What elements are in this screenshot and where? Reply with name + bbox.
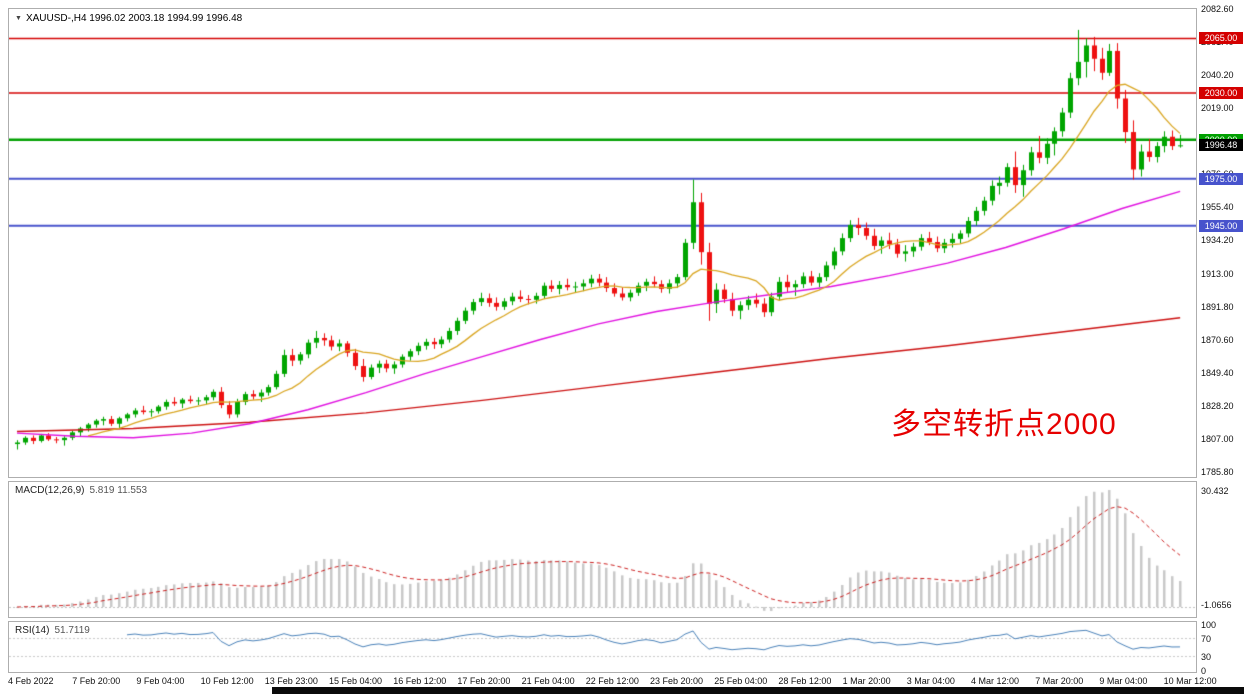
- macd-indicator-name: MACD(12,26,9): [15, 485, 85, 496]
- time-axis-label: 9 Feb 04:00: [136, 676, 185, 686]
- time-axis-label: 17 Feb 20:00: [457, 676, 511, 686]
- macd-values: 5.819 11.553: [89, 485, 148, 496]
- price-chart-canvas[interactable]: [9, 9, 1196, 477]
- time-axis-label: 10 Feb 12:00: [200, 676, 254, 686]
- price-axis-label: 2040.20: [1201, 70, 1234, 81]
- price-axis-label: 1828.20: [1201, 400, 1234, 411]
- price-axis-label: 2019.00: [1201, 103, 1234, 114]
- macd-panel: MACD(12,26,9) 5.819 11.553: [8, 481, 1197, 618]
- time-axis-label: 28 Feb 12:00: [778, 676, 832, 686]
- rsi-canvas[interactable]: [9, 622, 1196, 672]
- price-axis-label: 1785.80: [1201, 466, 1234, 477]
- macd-axis[interactable]: 30.432 -1.0656: [1199, 0, 1244, 694]
- macd-canvas[interactable]: [9, 482, 1196, 617]
- time-axis[interactable]: 4 Feb 2022 7 Feb 20:00 9 Feb 04:00 10 Feb 1…: [8, 676, 1218, 690]
- time-axis-label: 4 Feb 2022: [8, 676, 54, 686]
- price-axis-label: 1849.40: [1201, 367, 1234, 378]
- price-chart-panel: ▼ XAUUSD-,H4 1996.02 2003.18 1994.99 199…: [8, 8, 1197, 478]
- price-line-badge[interactable]: 2065.00: [1199, 32, 1243, 45]
- rsi-axis-label: 30: [1201, 652, 1212, 663]
- time-axis-label: 4 Mar 12:00: [971, 676, 1020, 686]
- price-axis-label: 1891.80: [1201, 301, 1234, 312]
- time-axis-label: 15 Feb 04:00: [329, 676, 383, 686]
- price-axis-label: 1955.40: [1201, 202, 1234, 213]
- time-axis-label: 3 Mar 04:00: [906, 676, 955, 686]
- time-axis-label: 25 Feb 04:00: [714, 676, 768, 686]
- macd-axis-label: -1.0656: [1201, 600, 1232, 610]
- rsi-axis-label: 70: [1201, 633, 1212, 644]
- time-axis-label: 16 Feb 12:00: [393, 676, 447, 686]
- time-axis-label: 13 Feb 23:00: [264, 676, 318, 686]
- price-axis-label: 1934.20: [1201, 235, 1234, 246]
- time-axis-label: 7 Feb 20:00: [72, 676, 121, 686]
- rsi-label: RSI(14) 51.7119: [15, 625, 90, 636]
- price-axis-label: 1913.00: [1201, 268, 1234, 279]
- chart-title-text: XAUUSD-,H4 1996.02 2003.18 1994.99 1996.…: [25, 13, 243, 24]
- price-axis-label: 2082.60: [1201, 4, 1234, 14]
- bottom-black-bar: [272, 687, 1244, 694]
- time-axis-label: 23 Feb 20:00: [650, 676, 704, 686]
- price-line-badge[interactable]: 1975.00: [1199, 172, 1243, 185]
- chart-title: ▼ XAUUSD-,H4 1996.02 2003.18 1994.99 199…: [15, 13, 242, 24]
- price-line-badge[interactable]: 2030.00: [1199, 87, 1243, 100]
- rsi-axis[interactable]: 100 70 30 0: [1199, 0, 1244, 694]
- price-axis-label: 1807.00: [1201, 433, 1234, 444]
- time-axis-label: 1 Mar 20:00: [842, 676, 891, 686]
- rsi-value: 51.7119: [54, 625, 90, 636]
- rsi-axis-label: 100: [1201, 620, 1217, 630]
- rsi-panel: RSI(14) 51.7119: [8, 621, 1197, 673]
- rsi-axis-label: 0: [1201, 666, 1207, 676]
- current-price-badge: 1996.48: [1199, 139, 1243, 152]
- annotation-text: 多空转折点2000: [891, 408, 1117, 441]
- chevron-down-icon[interactable]: ▼: [15, 14, 22, 22]
- time-axis-label: 21 Feb 04:00: [521, 676, 575, 686]
- time-axis-label: 9 Mar 04:00: [1099, 676, 1148, 686]
- macd-label: MACD(12,26,9) 5.819 11.553: [15, 485, 147, 496]
- time-axis-label: 22 Feb 12:00: [585, 676, 639, 686]
- time-axis-label: 10 Mar 12:00: [1163, 676, 1217, 686]
- time-axis-label: 7 Mar 20:00: [1035, 676, 1084, 686]
- price-axis-label: 1870.60: [1201, 334, 1234, 345]
- price-axis[interactable]: 2082.602061.402040.202019.001997.801976.…: [1199, 0, 1244, 694]
- macd-axis-label: 30.432: [1201, 486, 1229, 496]
- rsi-indicator-name: RSI(14): [15, 625, 50, 636]
- price-line-badge[interactable]: 1945.00: [1199, 219, 1243, 232]
